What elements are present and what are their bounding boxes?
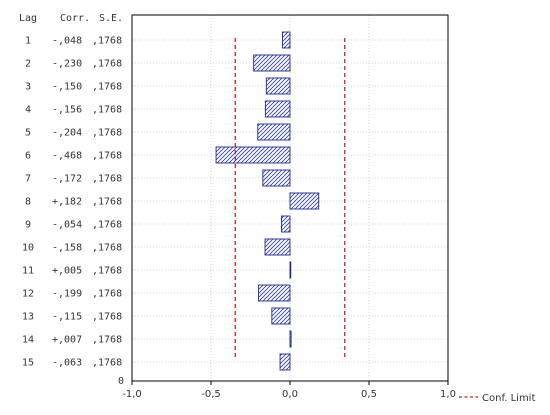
x-axis-ticks: -1,0 -0,5 0,0 0,5 1,0	[122, 381, 456, 400]
lag-label: 2	[25, 59, 31, 70]
x-tick-label: -1,0	[122, 389, 142, 400]
se-value: ,1768	[92, 266, 122, 277]
corr-value: -,468	[52, 151, 82, 162]
header-corr: Corr.	[60, 13, 90, 24]
lag-label: 5	[25, 128, 31, 139]
acf-bar	[264, 100, 291, 118]
lag-label: 7	[25, 174, 31, 185]
se-value: ,1768	[92, 243, 122, 254]
legend-label: Conf. Limit	[482, 393, 535, 404]
se-value: ,1768	[92, 197, 122, 208]
y-zero-label: 0	[118, 376, 124, 387]
acf-bar	[281, 215, 291, 233]
acf-bar	[271, 307, 291, 325]
bars	[215, 31, 320, 371]
legend: Conf. Limit	[459, 393, 535, 404]
lag-label: 11	[22, 266, 34, 277]
lag-label: 8	[25, 197, 31, 208]
acf-bar	[289, 192, 320, 210]
header-se: S.E.	[99, 13, 123, 24]
x-tick-label: 0,5	[361, 389, 377, 400]
lag-label: 12	[22, 289, 34, 300]
se-value: ,1768	[92, 312, 122, 323]
x-tick-label: -0,5	[201, 389, 221, 400]
acf-bar	[265, 77, 291, 95]
lag-label: 1	[25, 36, 31, 47]
se-value: ,1768	[92, 151, 122, 162]
acf-bar	[215, 146, 291, 164]
se-value: ,1768	[92, 174, 122, 185]
se-value: ,1768	[92, 220, 122, 231]
corr-value: -,054	[52, 220, 82, 231]
se-value: ,1768	[92, 289, 122, 300]
corr-value: -,150	[52, 82, 82, 93]
lag-label: 3	[25, 82, 31, 93]
acf-bar	[257, 123, 291, 141]
se-value: ,1768	[92, 82, 122, 93]
corr-value: +,005	[52, 266, 82, 277]
lag-label: 10	[22, 243, 34, 254]
lag-table: 1 -,048 ,1768 2 -,230 ,1768 3 -,150 ,1768 4 -,156,…	[22, 36, 122, 369]
se-value: ,1768	[92, 59, 122, 70]
lag-label: 4	[25, 105, 31, 116]
corr-value: -,048	[52, 36, 82, 47]
header-lag: Lag	[19, 13, 37, 24]
acf-bar	[281, 31, 291, 49]
corr-value: -,063	[52, 358, 82, 369]
acf-bar	[264, 238, 291, 256]
acf-bar	[253, 54, 291, 72]
se-value: ,1768	[92, 36, 122, 47]
corr-value: -,172	[52, 174, 82, 185]
corr-value: -,156	[52, 105, 82, 116]
lag-label: 6	[25, 151, 31, 162]
corr-value: +,007	[52, 335, 82, 346]
acf-bar	[262, 169, 291, 187]
corr-value: -,115	[52, 312, 82, 323]
x-tick-label: 0,0	[282, 389, 298, 400]
corr-value: -,199	[52, 289, 82, 300]
se-value: ,1768	[92, 358, 122, 369]
x-tick-label: 1,0	[440, 389, 456, 400]
lag-label: 15	[22, 358, 34, 369]
lag-label: 14	[22, 335, 34, 346]
acf-bar	[258, 284, 291, 302]
corr-value: -,204	[52, 128, 82, 139]
se-value: ,1768	[92, 335, 122, 346]
acf-bar	[289, 261, 292, 279]
lag-label: 9	[25, 220, 31, 231]
confidence-limits	[234, 38, 346, 359]
corr-value: -,158	[52, 243, 82, 254]
corr-value: -,230	[52, 59, 82, 70]
se-value: ,1768	[92, 105, 122, 116]
acf-bar	[289, 330, 292, 348]
corr-value: +,182	[52, 197, 82, 208]
se-value: ,1768	[92, 128, 122, 139]
lag-label: 13	[22, 312, 34, 323]
acf-bar	[279, 353, 291, 371]
